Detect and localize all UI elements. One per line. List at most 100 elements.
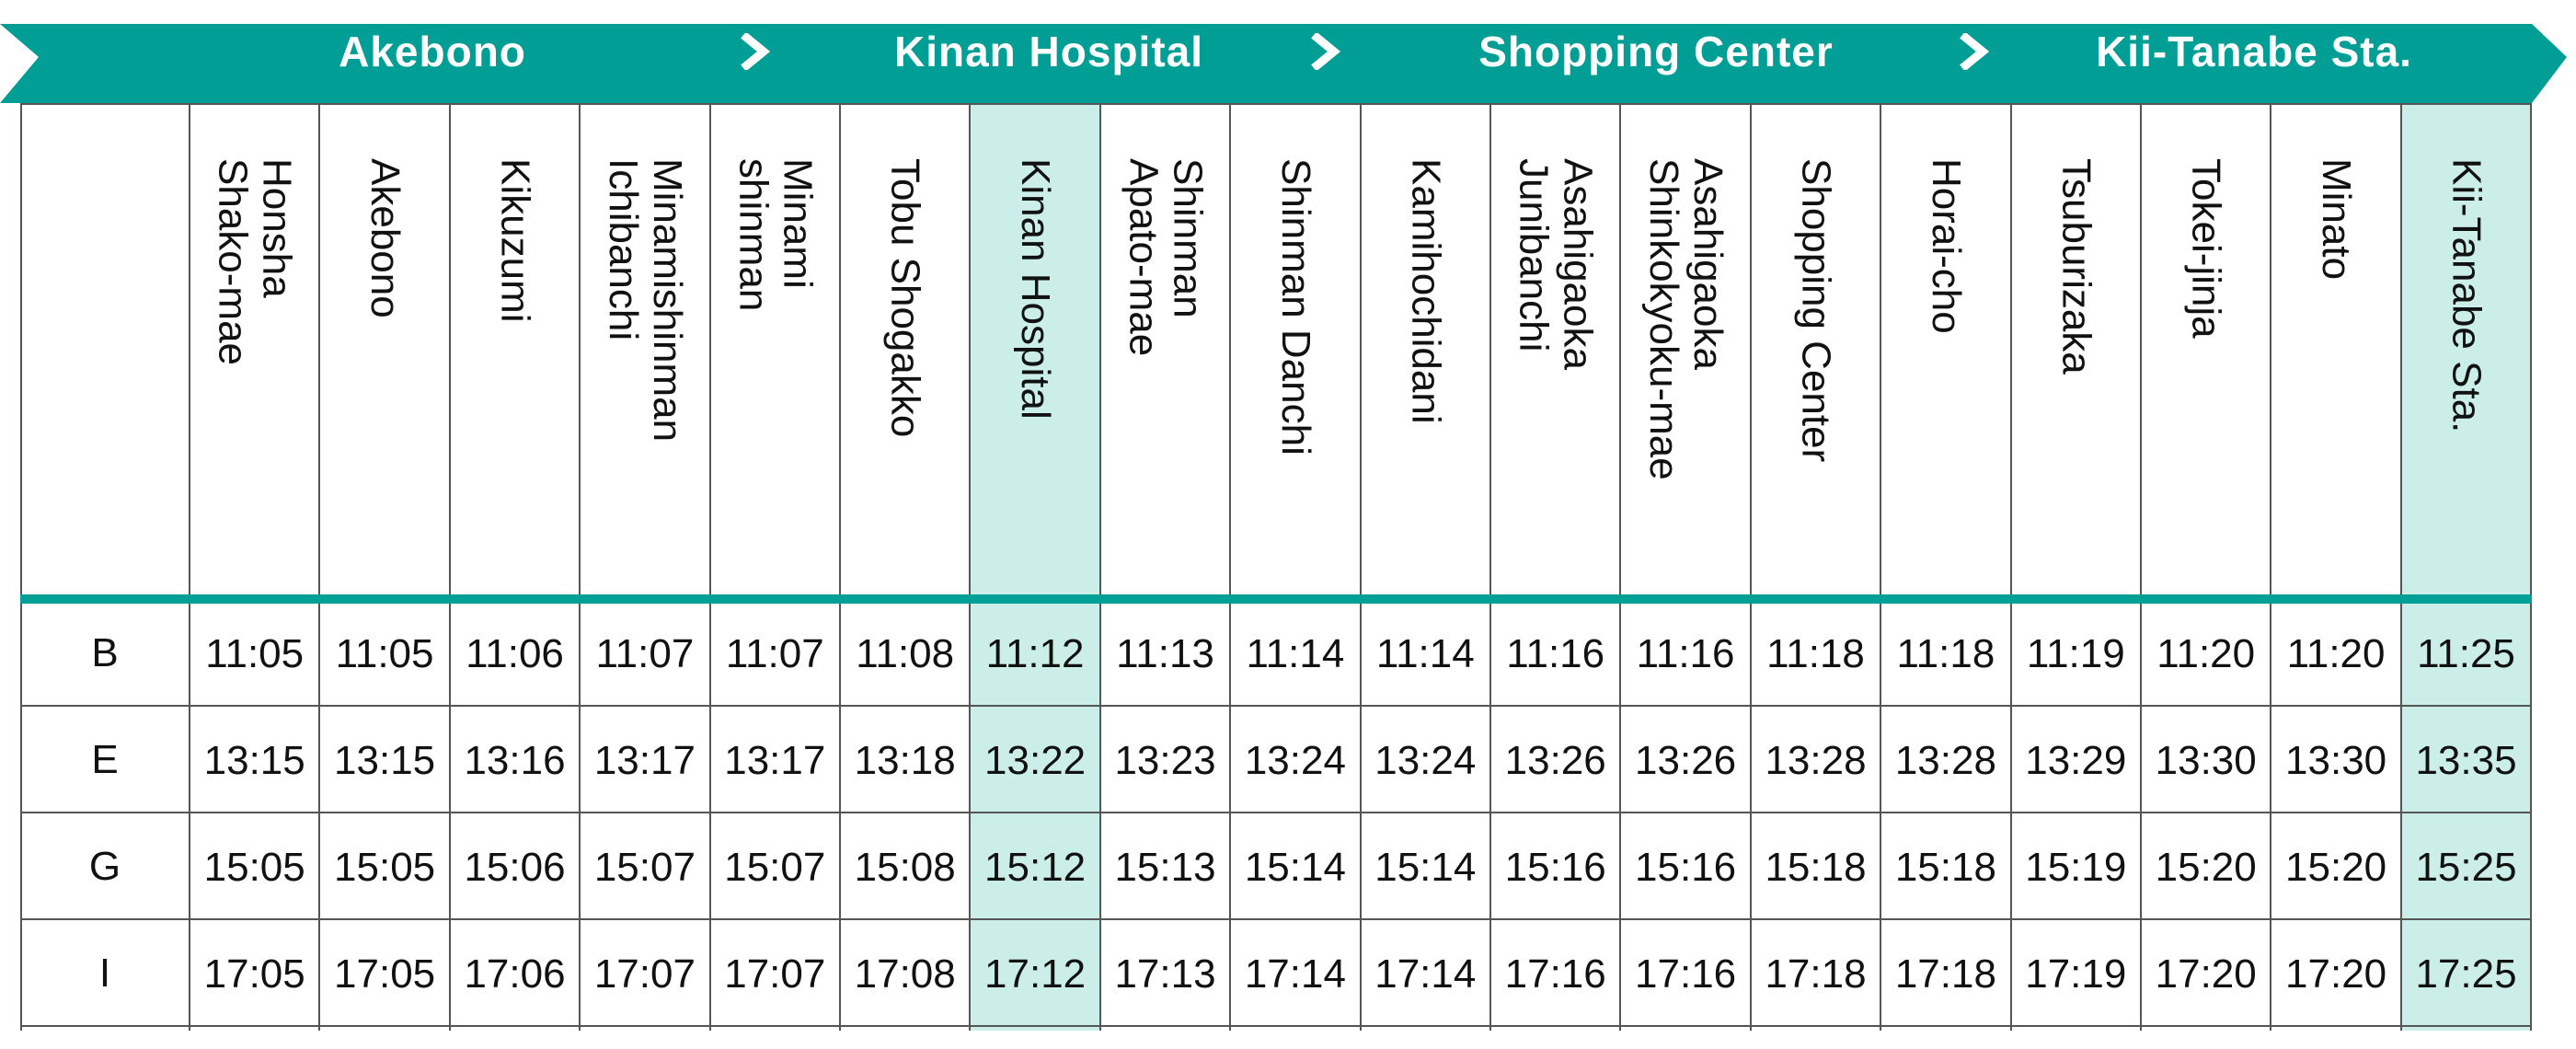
departure-time-cell: 15:14 (1374, 845, 1477, 890)
station-name: Kinan Hospital (1013, 158, 1059, 420)
grid-line-horizontal (20, 103, 2532, 105)
departure-time-cell: 15:20 (2285, 845, 2387, 890)
departure-time-cell: 17:05 (334, 951, 436, 997)
departure-time-cell: 13:23 (1114, 738, 1216, 783)
station-name: Kii-Tanabe Sta. (2444, 158, 2490, 433)
departure-time-cell: 13:17 (593, 738, 696, 783)
departure-time-cell: 11:25 (2417, 631, 2515, 676)
grid-line-horizontal (20, 918, 2532, 920)
departure-time-cell: 13:30 (2285, 738, 2387, 783)
departure-time-cell: 15:05 (203, 845, 305, 890)
banner-section-kinan-hospital: Kinan Hospital (893, 28, 1204, 75)
grid-line-vertical (20, 103, 22, 1031)
departure-time-cell: 17:20 (2285, 951, 2387, 997)
departure-time-cell: 13:26 (1504, 738, 1606, 783)
grid-line-vertical (579, 103, 581, 1031)
departure-time-cell: 11:07 (725, 631, 824, 676)
header-divider (20, 594, 2532, 604)
departure-time-cell: 15:07 (593, 845, 696, 890)
station-name: Tobu Shogakko (882, 158, 928, 438)
departure-time-cell: 11:12 (985, 631, 1085, 676)
grid-line-vertical (318, 103, 321, 1031)
station-header: Minamishinman Ichibanchi (600, 158, 690, 591)
highlighted-column-bg (2400, 103, 2532, 1031)
banner-section-akebono: Akebono (339, 28, 526, 75)
departure-time-cell: 17:19 (2025, 951, 2127, 997)
departure-time-cell: 13:16 (464, 738, 566, 783)
grid-line-vertical (1359, 103, 1362, 1031)
departure-time-cell: 13:26 (1635, 738, 1737, 783)
station-header: Kii-Tanabe Sta. (2444, 158, 2490, 591)
departure-time-cell: 17:05 (203, 951, 305, 997)
departure-time-cell: 11:05 (205, 631, 305, 676)
station-name: Shopping Center (1793, 158, 1839, 463)
station-header: Shopping Center (1793, 158, 1839, 591)
departure-time-cell: 15:05 (334, 845, 436, 890)
departure-time-cell: 17:12 (984, 951, 1087, 997)
departure-time-cell: 17:18 (1894, 951, 1996, 997)
station-name: Minami shinman (730, 158, 821, 312)
departure-time-cell: 15:25 (2415, 845, 2517, 890)
station-header: Tsuburizaka (2053, 158, 2099, 591)
departure-time-cell: 13:18 (854, 738, 956, 783)
station-name: Minamishinman Ichibanchi (600, 158, 690, 443)
station-name: Tsuburizaka (2053, 158, 2099, 375)
departure-time-cell: 15:14 (1244, 845, 1346, 890)
grid-line-vertical (708, 103, 711, 1031)
departure-time-cell: 17:13 (1114, 951, 1216, 997)
station-header: Asahigaoka Shinkokyoku-mae (1641, 158, 1731, 591)
departure-time-cell: 11:18 (1896, 631, 1995, 676)
grid-line-horizontal (20, 705, 2532, 707)
grid-line-vertical (1619, 103, 1622, 1031)
departure-time-cell: 11:08 (856, 631, 955, 676)
departure-time-cell: 17:06 (464, 951, 566, 997)
grid-line-vertical (1749, 103, 1752, 1031)
trip-label: G (88, 844, 121, 889)
departure-time-cell: 11:19 (2026, 631, 2125, 676)
departure-time-cell: 15:19 (2025, 845, 2127, 890)
departure-time-cell: 17:16 (1504, 951, 1606, 997)
station-header: Kamihochidani (1403, 158, 1449, 591)
grid-line-vertical (189, 103, 190, 1031)
departure-time-cell: 13:28 (1765, 738, 1867, 783)
station-header: Horai-cho (1924, 158, 1969, 591)
departure-time-cell: 15:18 (1894, 845, 1996, 890)
station-name: Tokei-jinja (2183, 158, 2229, 339)
trip-label: I (98, 951, 111, 996)
station-header: Honsha Shako-mae (210, 158, 300, 591)
grid-line-vertical (1880, 103, 1882, 1031)
departure-time-cell: 17:07 (724, 951, 826, 997)
departure-time-cell: 15:20 (2155, 845, 2257, 890)
departure-time-cell: 11:14 (1246, 631, 1345, 676)
station-header: Asahigaoka Junibanchi (1511, 158, 1601, 591)
station-name: Asahigaoka Shinkokyoku-mae (1641, 158, 1731, 480)
grid-line-horizontal (20, 812, 2532, 813)
grid-line-vertical (1229, 103, 1232, 1031)
departure-time-cell: 11:20 (2286, 631, 2386, 676)
station-header: Kikuzumi (492, 158, 538, 591)
station-name: Shinman Danchi (1272, 158, 1318, 455)
station-name: Honsha Shako-mae (210, 158, 300, 366)
banner-section-kii-tanabe-sta: Kii-Tanabe Sta. (2096, 28, 2412, 75)
departure-time-cell: 11:16 (1636, 631, 1735, 676)
station-name: Asahigaoka Junibanchi (1511, 158, 1601, 370)
departure-time-cell: 15:16 (1504, 845, 1606, 890)
grid-line-vertical (2009, 103, 2012, 1031)
trip-label: E (91, 737, 119, 782)
grid-line-vertical (969, 103, 972, 1031)
trip-label: B (91, 630, 119, 675)
grid-line-vertical (1098, 103, 1101, 1031)
station-name: Kikuzumi (492, 158, 538, 323)
departure-time-cell: 13:30 (2155, 738, 2257, 783)
station-header: Shinman Danchi (1272, 158, 1318, 591)
station-name: Minato (2314, 158, 2360, 281)
chevron-right-icon (1311, 33, 1341, 70)
departure-time-cell: 13:17 (724, 738, 826, 783)
departure-time-cell: 15:18 (1765, 845, 1867, 890)
grid-line-vertical (2270, 103, 2272, 1031)
station-name: Kamihochidani (1403, 158, 1449, 424)
departure-time-cell: 17:08 (854, 951, 956, 997)
departure-time-cell: 11:16 (1506, 631, 1605, 676)
timetable: Honsha Shako-mae Akebono Kikuzumi Minamishi… (20, 103, 2533, 1031)
departure-time-cell: 17:18 (1765, 951, 1867, 997)
